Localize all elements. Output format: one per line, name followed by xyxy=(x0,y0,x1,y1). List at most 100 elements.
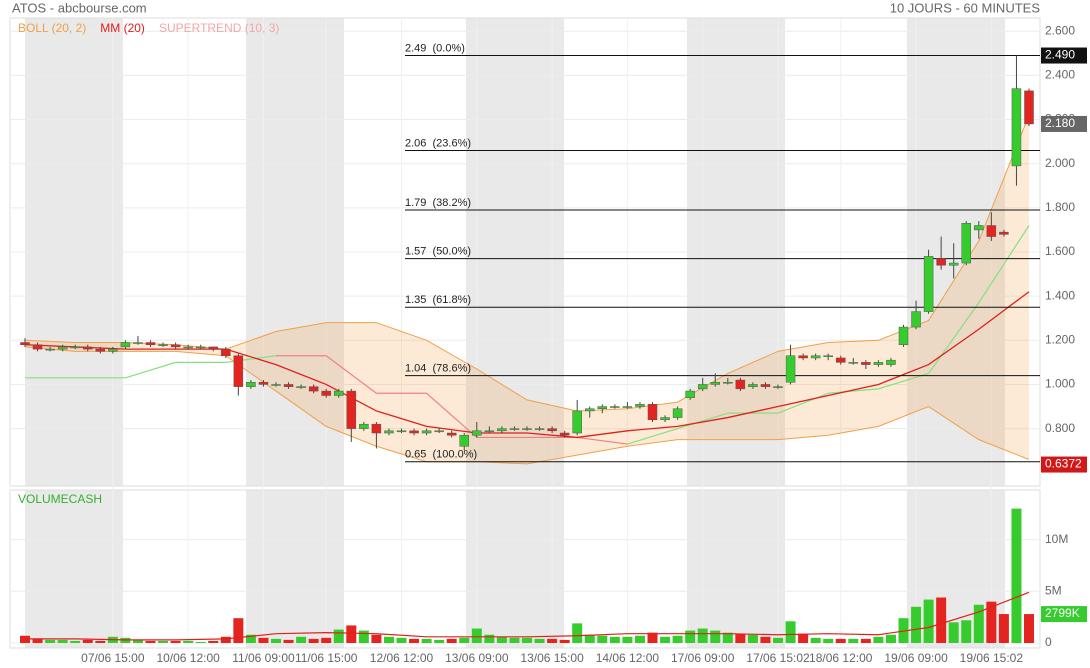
volume-bar xyxy=(396,637,407,643)
candle-body xyxy=(798,355,808,359)
fib-label: 1.57 (50.0%) xyxy=(405,246,471,258)
y-tick-label: 1.800 xyxy=(1045,200,1075,214)
supertrend-segment xyxy=(777,392,829,414)
candle-body xyxy=(20,342,30,345)
volume-bar xyxy=(747,634,758,643)
candle-body xyxy=(45,348,55,351)
volume-bar xyxy=(145,640,156,643)
volume-bar xyxy=(45,639,56,643)
volume-bar xyxy=(848,638,859,643)
volume-bar xyxy=(885,634,896,643)
price-tag-label: 2.490 xyxy=(1045,48,1075,62)
candle-body xyxy=(271,384,281,386)
volume-bar xyxy=(998,614,1009,643)
volume-bar xyxy=(32,638,43,643)
price-tag xyxy=(1041,115,1087,132)
candle-body xyxy=(108,348,118,352)
candle-body xyxy=(120,342,131,348)
candle-body xyxy=(472,430,482,436)
x-tick-label: 14/06 12:00 xyxy=(596,651,660,665)
candle-body xyxy=(183,346,193,349)
fib-label: 0.65 (100.0%) xyxy=(405,449,477,461)
candle-body xyxy=(145,342,156,345)
candle-body xyxy=(334,390,344,396)
volume-bar xyxy=(459,637,470,643)
volume-bar xyxy=(195,641,206,643)
fib-label: 1.04 (78.6%) xyxy=(405,363,471,375)
volume-bar xyxy=(672,635,683,643)
volume-bar xyxy=(773,637,783,643)
volume-bar xyxy=(735,633,746,643)
volume-bar xyxy=(95,640,106,643)
volume-average xyxy=(25,591,1030,641)
volume-bar xyxy=(82,639,93,643)
candle-body xyxy=(170,344,181,348)
volume-bar xyxy=(722,632,733,643)
volume-panel xyxy=(9,489,1041,649)
x-tick-label: 17/06 15:02 xyxy=(746,651,810,665)
volume-bar xyxy=(308,638,319,643)
candle-body xyxy=(221,348,231,357)
volume-bar xyxy=(421,638,432,643)
chart-title: ATOS - abcbourse.com xyxy=(12,0,147,15)
candle-body xyxy=(685,390,695,398)
y-tick-label: 1.000 xyxy=(1045,377,1075,391)
volume-bar xyxy=(986,601,997,643)
legend-entry: BOLL (20, 2) xyxy=(18,21,86,35)
volume-bar xyxy=(634,635,645,643)
candle-body xyxy=(861,362,871,365)
candle-body xyxy=(434,430,444,433)
y-tick-label: 0.800 xyxy=(1045,421,1075,435)
y-tick-label: 1.600 xyxy=(1045,244,1075,258)
candle-body xyxy=(133,342,143,344)
candle-body xyxy=(32,344,43,350)
moving-average xyxy=(24,291,1030,439)
price-tag xyxy=(1041,47,1087,64)
volume-bar xyxy=(911,606,922,643)
price-tag-label: 0.6372 xyxy=(1045,457,1082,471)
supertrend-segment xyxy=(627,428,678,445)
volume-bar xyxy=(346,625,357,643)
candle-body xyxy=(836,357,846,363)
price-tag xyxy=(1041,456,1087,473)
candle-body xyxy=(1024,90,1034,125)
candle-body xyxy=(610,406,620,408)
x-tick-label: 19/06 09:00 xyxy=(884,651,948,665)
volume-bar xyxy=(496,636,507,643)
candle-body xyxy=(83,346,93,350)
y-tick-label: 2.600 xyxy=(1045,23,1075,37)
volume-bar xyxy=(823,638,834,643)
volume-bar xyxy=(446,638,457,643)
candle-body xyxy=(911,311,921,328)
chart-subtitle: 10 JOURS - 60 MINUTES xyxy=(890,0,1041,15)
candle-body xyxy=(396,430,407,433)
candle-body xyxy=(635,404,645,407)
candle-body xyxy=(158,344,168,346)
candle-body xyxy=(923,256,934,312)
candle-body xyxy=(459,434,469,447)
volume-bar xyxy=(57,639,68,643)
volume-bar xyxy=(873,636,884,643)
supertrend-segment xyxy=(677,412,728,430)
candle-body xyxy=(647,404,658,421)
volume-bar xyxy=(132,639,143,643)
candle-body xyxy=(974,225,984,231)
y-tick-label: 2.400 xyxy=(1045,68,1075,82)
volume-bar xyxy=(434,639,445,643)
candle-body xyxy=(484,430,495,433)
candle-body xyxy=(735,379,746,390)
volume-title: VOLUMECASH xyxy=(18,492,102,506)
volume-bar xyxy=(358,630,369,643)
volume-bar xyxy=(208,640,219,643)
candle-body xyxy=(936,258,946,266)
volume-bar xyxy=(597,635,608,643)
candle-body xyxy=(710,381,720,385)
volume-bar xyxy=(936,597,947,643)
candle-body xyxy=(886,359,896,365)
candle-body xyxy=(848,362,859,364)
candle-body xyxy=(1011,88,1022,167)
volume-bar xyxy=(258,637,269,643)
y-tick-label: 1.200 xyxy=(1045,332,1075,346)
candle-body xyxy=(446,432,457,436)
candle-body xyxy=(497,428,507,432)
